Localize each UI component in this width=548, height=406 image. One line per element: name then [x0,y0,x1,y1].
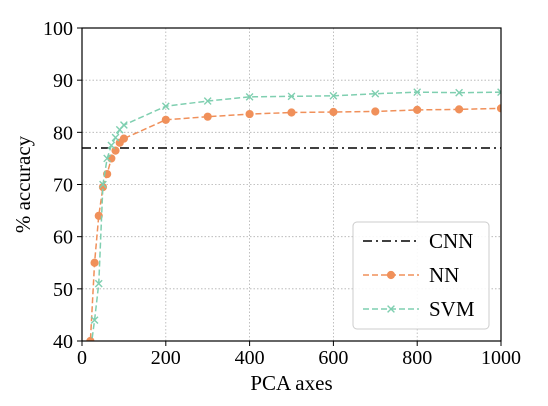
data-point-svm [111,133,120,142]
y-tick-label: 40 [53,331,73,353]
x-tick-label: 400 [235,347,265,369]
data-point-svm [371,89,380,98]
data-point-nn [203,112,212,121]
data-point-svm [161,102,170,111]
legend: CNN NN SVM [352,221,490,330]
data-point-nn [90,258,99,267]
data-point-svm [87,348,94,355]
data-point-svm [120,121,128,129]
y-tick-label: 90 [53,70,73,92]
data-point-nn [413,105,422,115]
data-point-nn [371,107,380,116]
data-point-svm [329,91,338,100]
x-tick-label: 200 [151,347,181,369]
legend-marker-svm [387,305,395,313]
data-point-svm [455,88,463,97]
data-point-svm [413,88,422,97]
legend-box [352,221,490,330]
y-axis-label: % accuracy [11,135,35,233]
y-tick-label: 100 [43,18,73,40]
data-point-svm [83,379,90,386]
x-tick-label: 800 [402,347,432,369]
legend-label-cnn: CNN [429,229,473,253]
data-point-svm [90,316,99,325]
data-point-svm [103,154,112,163]
x-axis-label: PCA axes [250,371,332,395]
data-point-nn [287,108,296,117]
data-point-svm [94,279,103,288]
legend-marker-nn [386,270,396,280]
y-tick-label: 60 [53,227,73,249]
series-svm [83,88,501,386]
data-point-svm [203,97,212,105]
x-tick-label: 600 [318,347,348,369]
data-point-svm [497,88,501,97]
y-tick-label: 50 [53,279,73,301]
data-point-nn [119,134,129,143]
series-layer [82,88,501,386]
y-tick-label: 70 [53,175,73,197]
data-point-nn [455,105,464,114]
data-point-svm [245,92,254,101]
x-tick-label: 1000 [481,347,521,369]
data-point-svm [99,180,107,189]
ticks: 0 200 400 600 800 1000 40 50 60 70 80 90 100 [43,18,521,369]
x-tick-label: 0 [77,347,87,369]
data-point-nn [245,109,254,119]
legend-entry-cnn: CNN [363,229,473,253]
data-point-svm [287,92,296,101]
legend-entry-svm: SVM [363,297,475,321]
y-tick-label: 80 [53,122,73,144]
data-point-nn [329,107,338,117]
data-point-nn [161,115,170,124]
data-point-nn [111,146,120,155]
data-point-svm [107,141,116,150]
legend-label-svm: SVM [429,297,475,321]
legend-entry-nn: NN [363,263,459,287]
legend-label-nn: NN [429,263,459,287]
